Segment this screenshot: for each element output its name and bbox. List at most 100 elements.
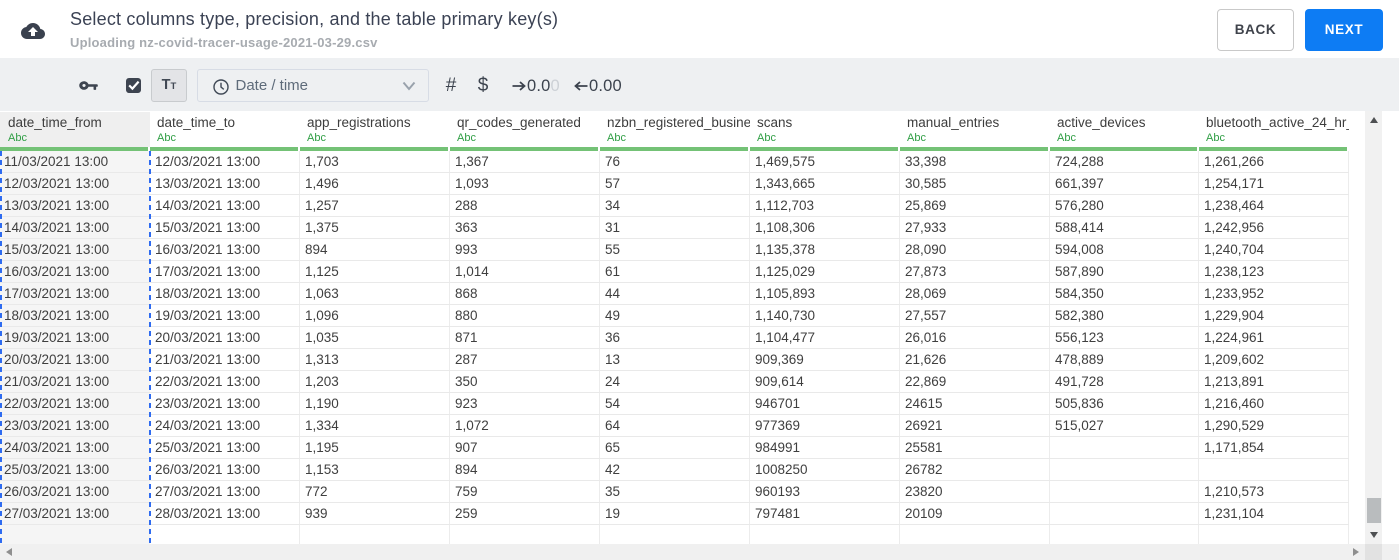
decrease-precision-button[interactable]: 0.00 <box>574 66 622 106</box>
table-cell[interactable]: 26,016 <box>905 330 947 345</box>
table-cell[interactable]: 25/03/2021 13:00 <box>155 440 261 455</box>
table-cell[interactable]: 20109 <box>905 506 943 521</box>
table-cell[interactable]: 55 <box>605 242 621 257</box>
table-cell[interactable]: 505,836 <box>1055 396 1104 411</box>
table-cell[interactable]: 350 <box>455 374 478 389</box>
table-cell[interactable]: 960193 <box>755 484 801 499</box>
table-cell[interactable]: 1,125,029 <box>755 264 816 279</box>
column-type-badge[interactable]: Abc <box>8 131 27 144</box>
column-header-active_devices[interactable]: active_devices Abc <box>1050 112 1199 147</box>
number-format-button[interactable]: # <box>445 75 457 96</box>
column-type-badge[interactable]: Abc <box>1206 131 1225 144</box>
table-cell[interactable]: 1,469,575 <box>755 154 816 169</box>
table-cell[interactable]: 1,703 <box>305 154 339 169</box>
column-type-badge[interactable]: Abc <box>157 131 176 144</box>
table-cell[interactable]: 61 <box>605 264 621 279</box>
table-cell[interactable]: 894 <box>305 242 328 257</box>
column-type-badge[interactable]: Abc <box>1057 131 1076 144</box>
table-cell[interactable]: 21/03/2021 13:00 <box>155 352 261 367</box>
table-cell[interactable]: 14/03/2021 13:00 <box>155 198 261 213</box>
table-cell[interactable]: 25/03/2021 13:00 <box>4 462 110 477</box>
scroll-left-arrow-icon[interactable] <box>6 548 12 556</box>
text-format-button[interactable]: TT <box>151 69 187 102</box>
table-cell[interactable]: 984991 <box>755 440 801 455</box>
table-cell[interactable]: 22/03/2021 13:00 <box>4 396 110 411</box>
table-cell[interactable]: 1,261,266 <box>1204 154 1265 169</box>
table-cell[interactable]: 1,203 <box>305 374 339 389</box>
table-cell[interactable]: 16/03/2021 13:00 <box>4 264 110 279</box>
horizontal-scrollbar[interactable] <box>0 543 1399 560</box>
table-cell[interactable]: 44 <box>605 286 621 301</box>
table-cell[interactable]: 20/03/2021 13:00 <box>4 352 110 367</box>
table-cell[interactable]: 1,233,952 <box>1204 286 1265 301</box>
table-cell[interactable]: 42 <box>605 462 621 477</box>
scroll-down-arrow-icon[interactable] <box>1369 531 1378 538</box>
table-cell[interactable]: 871 <box>455 330 478 345</box>
table-cell[interactable]: 1,112,703 <box>755 198 815 213</box>
table-cell[interactable]: 1,195 <box>305 440 339 455</box>
table-cell[interactable]: 1,242,956 <box>1204 220 1265 235</box>
table-cell[interactable]: 1,496 <box>305 176 339 191</box>
table-cell[interactable]: 26782 <box>905 462 943 477</box>
primary-key-icon[interactable] <box>79 78 98 94</box>
table-cell[interactable]: 1,209,602 <box>1204 352 1265 367</box>
table-cell[interactable]: 880 <box>455 308 478 323</box>
table-cell[interactable]: 36 <box>605 330 621 345</box>
table-cell[interactable]: 28/03/2021 13:00 <box>155 506 261 521</box>
table-cell[interactable]: 23/03/2021 13:00 <box>4 418 110 433</box>
table-cell[interactable] <box>1055 437 1198 458</box>
column-type-badge[interactable]: Abc <box>607 131 626 144</box>
table-cell[interactable]: 587,890 <box>1055 264 1104 279</box>
table-cell[interactable]: 13/03/2021 13:00 <box>4 198 110 213</box>
table-cell[interactable]: 13 <box>605 352 621 367</box>
table-cell[interactable]: 24/03/2021 13:00 <box>4 440 110 455</box>
table-cell[interactable]: 24 <box>605 374 621 389</box>
vertical-scrollbar[interactable] <box>1365 111 1382 544</box>
table-cell[interactable]: 26/03/2021 13:00 <box>4 484 110 499</box>
table-cell[interactable]: 1,140,730 <box>755 308 816 323</box>
table-cell[interactable]: 1,343,665 <box>755 176 816 191</box>
table-cell[interactable]: 22,869 <box>905 374 947 389</box>
table-cell[interactable]: 1,238,123 <box>1204 264 1265 279</box>
scroll-right-arrow-icon[interactable] <box>1353 548 1359 556</box>
table-cell[interactable]: 15/03/2021 13:00 <box>4 242 110 257</box>
column-type-badge[interactable]: Abc <box>307 131 326 144</box>
table-cell[interactable]: 26/03/2021 13:00 <box>155 462 261 477</box>
table-cell[interactable]: 363 <box>455 220 478 235</box>
table-cell[interactable]: 49 <box>605 308 621 323</box>
table-cell[interactable]: 11/03/2021 13:00 <box>4 154 109 169</box>
table-cell[interactable]: 31 <box>605 220 621 235</box>
table-cell[interactable]: 22/03/2021 13:00 <box>155 374 261 389</box>
table-cell[interactable]: 16/03/2021 13:00 <box>155 242 261 257</box>
table-cell[interactable]: 939 <box>305 506 328 521</box>
table-cell[interactable]: 907 <box>455 440 478 455</box>
table-cell[interactable]: 797481 <box>755 506 801 521</box>
table-cell[interactable]: 576,280 <box>1055 198 1104 213</box>
table-cell[interactable]: 54 <box>605 396 621 411</box>
table-cell[interactable]: 27,873 <box>905 264 947 279</box>
table-cell[interactable]: 946701 <box>755 396 801 411</box>
table-cell[interactable]: 556,123 <box>1055 330 1104 345</box>
increase-precision-button[interactable]: 0.00 <box>512 66 560 106</box>
table-cell[interactable]: 582,380 <box>1055 308 1104 323</box>
table-cell[interactable]: 894 <box>455 462 478 477</box>
table-cell[interactable]: 25581 <box>905 440 943 455</box>
table-cell[interactable]: 24/03/2021 13:00 <box>155 418 261 433</box>
table-cell[interactable]: 1,213,891 <box>1204 374 1265 389</box>
table-cell[interactable] <box>1055 459 1198 480</box>
column-header-app_registrations[interactable]: app_registrations Abc <box>300 112 450 147</box>
table-cell[interactable]: 34 <box>605 198 621 213</box>
table-cell[interactable]: 515,027 <box>1055 418 1104 433</box>
table-cell[interactable]: 584,350 <box>1055 286 1104 301</box>
column-header-date_time_to[interactable]: date_time_to Abc <box>150 112 300 147</box>
table-cell[interactable]: 27/03/2021 13:00 <box>4 506 110 521</box>
table-cell[interactable]: 1,072 <box>455 418 489 433</box>
table-cell[interactable]: 28,069 <box>905 286 947 301</box>
table-cell[interactable]: 26921 <box>905 418 943 433</box>
table-cell[interactable]: 772 <box>305 484 328 499</box>
table-cell[interactable]: 909,614 <box>755 374 804 389</box>
table-cell[interactable]: 18/03/2021 13:00 <box>4 308 110 323</box>
table-cell[interactable]: 491,728 <box>1055 374 1104 389</box>
table-cell[interactable] <box>1055 503 1198 524</box>
scroll-up-arrow-icon[interactable] <box>1369 117 1378 123</box>
